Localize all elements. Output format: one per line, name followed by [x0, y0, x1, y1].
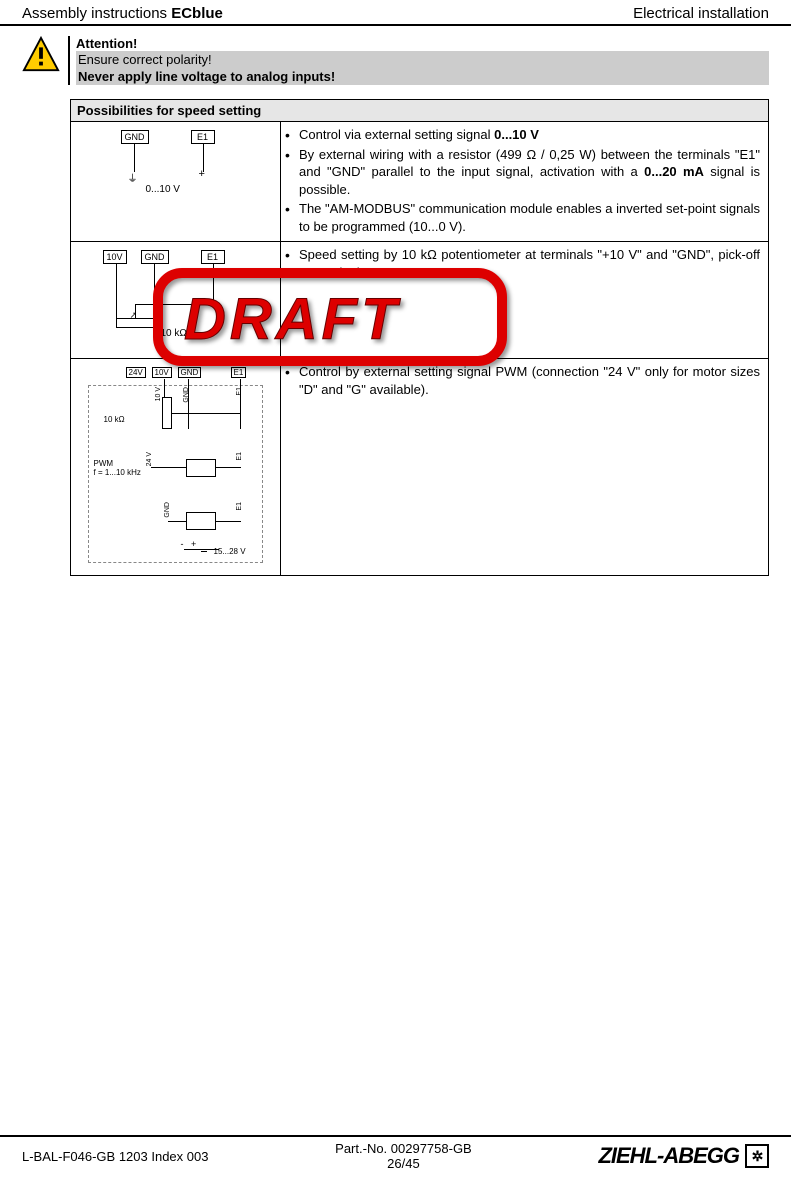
side-label-10v: 10 V	[155, 387, 162, 401]
voltage-label: 15...28 V	[214, 547, 246, 556]
diagram-1: GND E1 ⏚ + 0...10 V	[116, 130, 236, 200]
list-item: The "AM-MODBUS" communication module ena…	[299, 200, 760, 235]
page-footer: L-BAL-F046-GB 1203 Index 003 Part.-No. 0…	[0, 1135, 791, 1171]
attention-block: Attention! Ensure correct polarity! Neve…	[22, 36, 769, 85]
page-header: Assembly instructions ECblue Electrical …	[0, 0, 791, 26]
header-left-prefix: Assembly instructions	[22, 5, 171, 22]
header-left: Assembly instructions ECblue	[22, 5, 223, 22]
terminal-e1: E1	[191, 130, 215, 144]
attention-text: Attention! Ensure correct polarity! Neve…	[68, 36, 769, 85]
attention-line2: Ensure correct polarity!	[76, 51, 769, 68]
table-caption: Possibilities for speed setting	[71, 100, 769, 122]
terminal-e1: E1	[231, 367, 247, 378]
plus-symbol: +	[199, 168, 205, 180]
header-right: Electrical installation	[633, 5, 769, 22]
list-item: By external wiring with a resistor (499 …	[299, 146, 760, 199]
table-row: 10V GND E1 ↗ 10 kΩ Speed setting by 10 k…	[71, 242, 769, 359]
pot-value-label: 10 kΩ	[161, 328, 187, 339]
diagram-cell-3: 24V 10V GND E1 10 V GND E1 10 kΩ PW	[71, 359, 281, 576]
desc-cell-1: Control via external setting signal 0...…	[281, 122, 769, 242]
pwm-freq: f = 1...10 kHz	[94, 468, 141, 477]
terminal-gnd: GND	[141, 250, 169, 264]
brand-logo-icon: ✲	[745, 1144, 769, 1168]
bullet-list-3: Control by external setting signal PWM (…	[285, 363, 760, 398]
terminal-10v: 10V	[103, 250, 127, 264]
bullet-list-1: Control via external setting signal 0...…	[285, 126, 760, 235]
side-label-gnd-2: GND	[164, 502, 171, 518]
list-item: Control via external setting signal 0...…	[299, 126, 760, 144]
footer-center: Part.-No. 00297758-GB 26/45	[208, 1141, 598, 1171]
attention-line3: Never apply line voltage to analog input…	[76, 68, 769, 85]
desc-cell-2: Speed setting by 10 kΩ potentiometer at …	[281, 242, 769, 359]
desc-cell-3: Control by external setting signal PWM (…	[281, 359, 769, 576]
side-label-24v: 24 V	[146, 452, 153, 466]
diagram-cell-1: GND E1 ⏚ + 0...10 V	[71, 122, 281, 242]
brand-text: ZIEHL-ABEGG	[598, 1143, 739, 1169]
terminal-gnd: GND	[178, 367, 202, 378]
table-row: 24V 10V GND E1 10 V GND E1 10 kΩ PW	[71, 359, 769, 576]
diagram-cell-2: 10V GND E1 ↗ 10 kΩ	[71, 242, 281, 359]
terminal-gnd: GND	[121, 130, 149, 144]
pwm-label: PWM f = 1...10 kHz	[94, 459, 141, 477]
terminal-e1: E1	[201, 250, 225, 264]
possibilities-table: Possibilities for speed setting GND E1 ⏚…	[70, 99, 769, 576]
pwm-text: PWM	[94, 459, 141, 468]
diagram-2: 10V GND E1 ↗ 10 kΩ	[101, 250, 251, 350]
terminal-24v: 24V	[126, 367, 146, 378]
footer-brand: ZIEHL-ABEGG ✲	[598, 1143, 769, 1169]
terminal-10v: 10V	[152, 367, 172, 378]
signal-range-label: 0...10 V	[146, 184, 180, 195]
warning-icon	[22, 36, 60, 74]
table-caption-row: Possibilities for speed setting	[71, 100, 769, 122]
diagram-3: 24V 10V GND E1 10 V GND E1 10 kΩ PW	[86, 367, 266, 567]
footer-partno: Part.-No. 00297758-GB	[208, 1141, 598, 1156]
header-left-bold: ECblue	[171, 5, 223, 22]
footer-left: L-BAL-F046-GB 1203 Index 003	[22, 1149, 208, 1164]
table-row: GND E1 ⏚ + 0...10 V Control via external…	[71, 122, 769, 242]
list-item: Control by external setting signal PWM (…	[299, 363, 760, 398]
minus-plus: - +	[181, 539, 197, 549]
list-item: Speed setting by 10 kΩ potentiometer at …	[299, 246, 760, 281]
side-label-e1-2: E1	[236, 452, 243, 461]
side-label-e1-3: E1	[236, 502, 243, 511]
attention-title: Attention!	[76, 36, 769, 51]
gnd-symbol-icon: ⏚	[128, 170, 138, 185]
pot-wiper-icon: ↗	[130, 310, 138, 321]
bullet-list-2: Speed setting by 10 kΩ potentiometer at …	[285, 246, 760, 281]
footer-pageno: 26/45	[208, 1156, 598, 1171]
pot-value-label-2: 10 kΩ	[104, 415, 125, 424]
